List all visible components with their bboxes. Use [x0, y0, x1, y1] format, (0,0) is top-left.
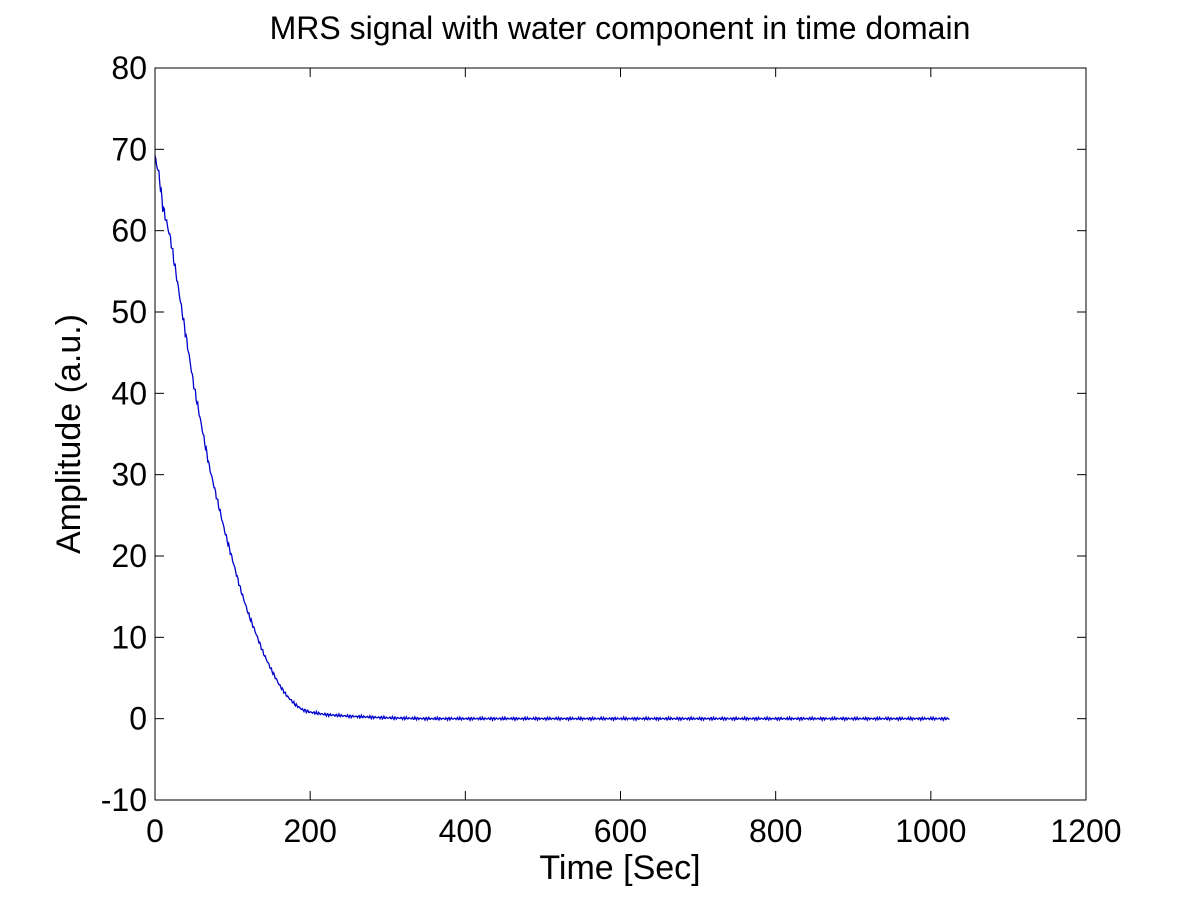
y-axis-label: Amplitude (a.u.)	[50, 314, 88, 554]
y-tick-label: 60	[111, 213, 147, 249]
x-tick-label: 800	[749, 813, 802, 849]
y-tick-label: 0	[129, 701, 147, 737]
y-tick-label: 70	[111, 131, 147, 167]
y-tick-label: -10	[101, 782, 147, 818]
y-tick-label: 10	[111, 619, 147, 655]
chart-title: MRS signal with water component in time …	[270, 10, 971, 46]
x-axis-label: Time [Sec]	[539, 849, 700, 887]
y-tick-label: 20	[111, 538, 147, 574]
x-tick-label: 1200	[1050, 813, 1121, 849]
plot-background	[155, 68, 1086, 800]
x-tick-label: 600	[594, 813, 647, 849]
x-tick-label: 200	[283, 813, 336, 849]
y-tick-label: 40	[111, 375, 147, 411]
series-line	[154, 155, 950, 723]
y-tick-label: 80	[111, 50, 147, 86]
y-tick-labels: -10 0 10 20 30 40 50 60 70 80	[101, 50, 147, 818]
y-tick-label: 30	[111, 457, 147, 493]
x-tick-label: 1000	[895, 813, 966, 849]
x-tick-label: 0	[146, 813, 164, 849]
plot-frame	[154, 67, 1087, 801]
x-tick-labels: 0 200 400 600 800 1000 1200	[146, 813, 1121, 849]
y-ticks	[155, 67, 1086, 801]
y-tick-label: 50	[111, 294, 147, 330]
x-tick-label: 400	[439, 813, 492, 849]
